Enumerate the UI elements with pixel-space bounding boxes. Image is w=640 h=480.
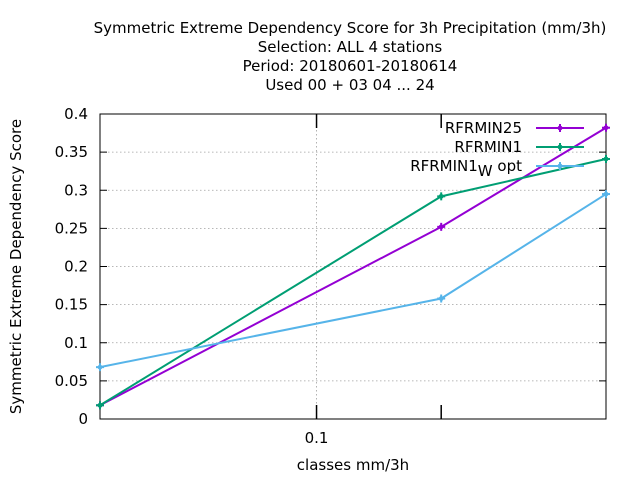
legend-marker-2 — [556, 143, 564, 151]
series-2-point — [602, 154, 610, 163]
y-tick-label: 0.15 — [55, 296, 88, 314]
title-line-1: Symmetric Extreme Dependency Score for 3… — [94, 19, 607, 37]
y-tick-label: 0.4 — [64, 105, 88, 123]
y-tick-label: 0.3 — [64, 181, 88, 199]
y-tick-label: 0.35 — [55, 143, 88, 161]
series-2-point — [437, 192, 446, 201]
x-axis-label: classes mm/3h — [297, 456, 409, 474]
grid — [100, 114, 606, 419]
legend-label-name: RFRMIN25 — [445, 119, 522, 137]
chart-title: Symmetric Extreme Dependency Score for 3… — [94, 19, 607, 94]
series-3-point — [437, 294, 446, 303]
y-tick-label: 0.05 — [55, 372, 88, 390]
legend-label-1: RFRMIN25 — [445, 119, 522, 137]
title-line-3: Period: 20180601-20180614 — [243, 57, 458, 75]
legend-label-subscript: W — [478, 162, 493, 180]
series-3-point — [96, 363, 104, 372]
legend-label-2: RFRMIN1 — [454, 138, 522, 156]
legend-marker-1 — [556, 124, 564, 132]
legend-label-name: RFRMIN1 — [454, 138, 522, 156]
legend-marker-3 — [556, 162, 564, 170]
series-1-point — [437, 222, 446, 231]
y-axis-label: Symmetric Extreme Dependency Score — [7, 119, 25, 414]
y-tick-label: 0.25 — [55, 219, 88, 237]
legend-label-name: RFRMIN1 — [410, 157, 478, 175]
y-tick-label: 0.2 — [64, 258, 88, 276]
series-2-point — [96, 401, 104, 410]
series-lines — [96, 123, 610, 410]
title-line-4: Used 00 + 03 04 ... 24 — [265, 76, 434, 94]
axis-ticks: 0 0.05 0.1 0.15 0.2 0.25 0.3 0.35 0.4 0.1 — [55, 105, 607, 447]
series-3-point — [602, 190, 610, 199]
title-line-2: Selection: ALL 4 stations — [258, 38, 443, 56]
series-1-point — [602, 123, 610, 132]
y-tick-label: 0 — [78, 410, 88, 428]
x-tick-label: 0.1 — [305, 429, 329, 447]
legend-label-suffix: opt — [493, 157, 522, 175]
series-line-3 — [99, 193, 607, 369]
series-line-2 — [99, 158, 607, 407]
legend-label-3: RFRMIN1W opt — [410, 157, 522, 180]
y-tick-label: 0.1 — [64, 334, 88, 352]
